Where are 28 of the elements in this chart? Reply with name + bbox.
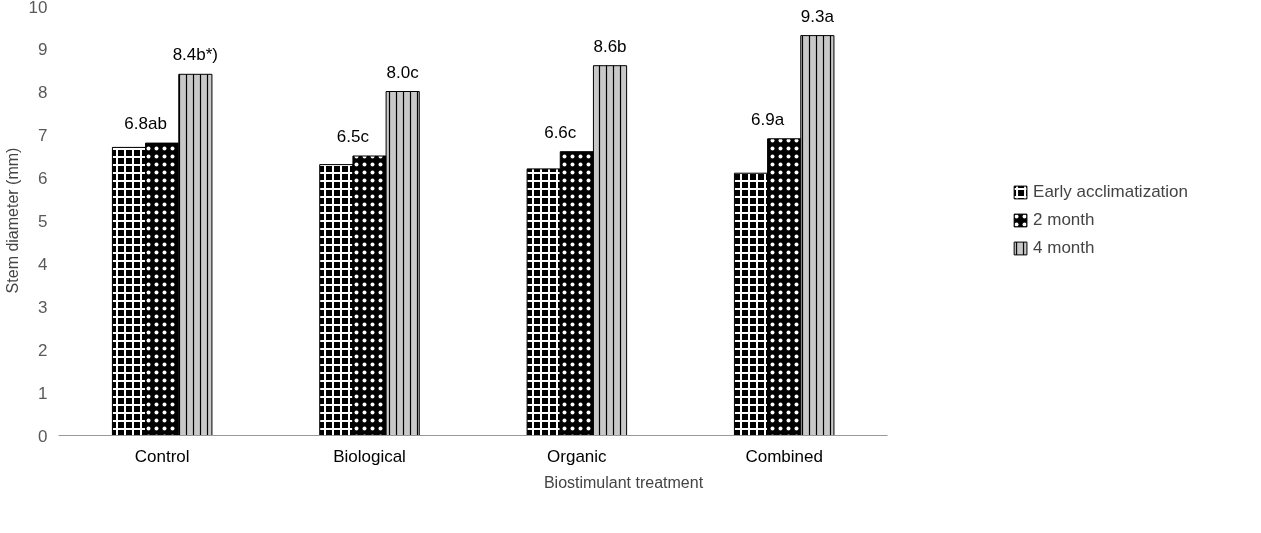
data-label: 6.5c [336, 127, 370, 146]
y-tick-label: 8 [38, 82, 48, 102]
y-tick-label: 10 [28, 0, 48, 17]
x-tick-label: Control [134, 446, 190, 466]
y-tick-label: 9 [38, 39, 48, 59]
data-label: 9.3a [800, 6, 835, 26]
data-label: 6.9a [751, 109, 785, 129]
x-tick-label: Biological [333, 446, 406, 466]
x-tick-label: Combined [745, 446, 823, 466]
legend-label: 4 month [1033, 238, 1095, 258]
x-tick-label: Organic [547, 446, 608, 466]
data-label: 6.8ab [124, 114, 167, 134]
data-label: 6.6c [544, 122, 577, 142]
y-tick-label: 2 [38, 340, 48, 360]
data-label: 8.0c [386, 62, 420, 82]
legend-label: Early acclimatization [1033, 182, 1188, 202]
y-tick-label: 6 [38, 168, 48, 188]
y-tick-label: 4 [38, 254, 48, 274]
legend-label: 2 month [1033, 210, 1095, 230]
data-label: 8.6b [593, 36, 627, 56]
x-axis-title: Biostimulant treatment [543, 473, 704, 491]
data-label: 8.4b*) [172, 45, 219, 65]
y-tick-label: 1 [38, 383, 48, 403]
y-tick-label: 5 [38, 211, 48, 231]
y-axis-title: Stem diameter (mm) [3, 147, 21, 294]
y-tick-label: 7 [38, 125, 48, 145]
y-tick-label: 3 [38, 297, 48, 317]
y-tick-label: 0 [38, 426, 48, 446]
